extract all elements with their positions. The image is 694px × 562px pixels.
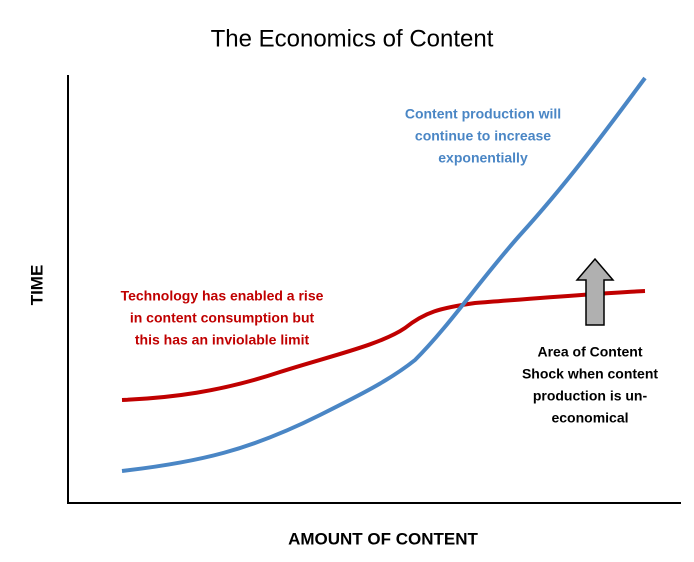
consumption-note: this has an inviolable limit <box>135 332 310 348</box>
consumption-note: Technology has enabled a rise <box>121 288 324 304</box>
y-axis-label: TIME <box>27 265 46 306</box>
shock-note: production is un- <box>533 388 648 404</box>
shock-note: Shock when content <box>522 366 658 382</box>
production-note: continue to increase <box>415 128 551 144</box>
title: The Economics of Content <box>211 25 494 52</box>
shock-arrow <box>575 257 615 326</box>
shock-note: Area of Content <box>538 344 643 360</box>
x-axis-label: AMOUNT OF CONTENT <box>288 529 478 548</box>
consumption-note: in content consumption but <box>130 310 315 326</box>
production-note: exponentially <box>438 150 528 166</box>
production-note: Content production will <box>405 106 561 122</box>
shock-note: economical <box>551 410 628 426</box>
production-curve <box>121 76 647 473</box>
consumption-curve <box>121 289 646 402</box>
